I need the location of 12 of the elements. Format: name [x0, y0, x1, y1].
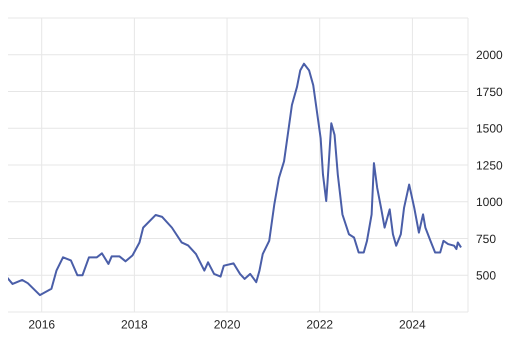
- x-tick-label: 2020: [214, 318, 241, 332]
- x-tick-label: 2024: [399, 318, 426, 332]
- y-tick-label: 1250: [476, 158, 504, 172]
- y-tick-label: 1500: [476, 122, 504, 136]
- y-tick-label: 500: [476, 268, 496, 283]
- y-tick-label: 2000: [476, 48, 504, 62]
- y-tick-label: 750: [476, 232, 496, 246]
- x-tick-label: 2018: [121, 318, 148, 332]
- x-tick-label: 2016: [28, 318, 56, 332]
- y-tick-label: 1750: [476, 84, 504, 99]
- y-tick-label: 1000: [476, 195, 504, 210]
- x-tick-label: 2022: [306, 318, 334, 332]
